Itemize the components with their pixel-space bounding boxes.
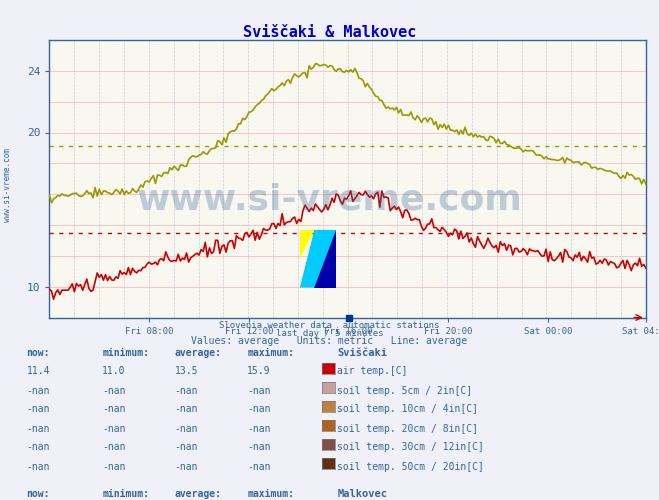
Text: -nan: -nan: [175, 462, 198, 471]
Text: -nan: -nan: [26, 424, 50, 434]
Text: Sviščaki & Malkovec: Sviščaki & Malkovec: [243, 25, 416, 40]
Text: last day / 5 minutes: last day / 5 minutes: [275, 328, 384, 338]
Text: maximum:: maximum:: [247, 348, 294, 358]
Text: -nan: -nan: [26, 462, 50, 471]
Text: -nan: -nan: [26, 404, 50, 414]
Text: soil temp. 10cm / 4in[C]: soil temp. 10cm / 4in[C]: [337, 404, 478, 414]
Text: -nan: -nan: [247, 442, 271, 452]
Text: -nan: -nan: [102, 424, 126, 434]
Text: soil temp. 20cm / 8in[C]: soil temp. 20cm / 8in[C]: [337, 424, 478, 434]
Text: -nan: -nan: [102, 462, 126, 471]
Text: -nan: -nan: [26, 386, 50, 396]
Text: -nan: -nan: [175, 404, 198, 414]
Text: soil temp. 30cm / 12in[C]: soil temp. 30cm / 12in[C]: [337, 442, 484, 452]
Text: -nan: -nan: [247, 386, 271, 396]
Text: www.si-vreme.com: www.si-vreme.com: [3, 148, 13, 222]
Text: -nan: -nan: [175, 424, 198, 434]
Text: soil temp. 5cm / 2in[C]: soil temp. 5cm / 2in[C]: [337, 386, 473, 396]
Text: minimum:: minimum:: [102, 348, 149, 358]
Text: Malkovec: Malkovec: [337, 489, 387, 499]
Text: -nan: -nan: [26, 442, 50, 452]
Text: -nan: -nan: [247, 424, 271, 434]
Text: -nan: -nan: [247, 404, 271, 414]
Text: -nan: -nan: [102, 442, 126, 452]
Polygon shape: [300, 230, 336, 287]
Text: 13.5: 13.5: [175, 366, 198, 376]
Text: 15.9: 15.9: [247, 366, 271, 376]
Text: now:: now:: [26, 348, 50, 358]
Text: Slovenia weather data  automatic stations: Slovenia weather data automatic stations: [219, 321, 440, 330]
Text: minimum:: minimum:: [102, 489, 149, 499]
Text: 11.4: 11.4: [26, 366, 50, 376]
Text: average:: average:: [175, 489, 221, 499]
Text: now:: now:: [26, 489, 50, 499]
Text: Sviščaki: Sviščaki: [337, 348, 387, 358]
Text: -nan: -nan: [102, 386, 126, 396]
Polygon shape: [300, 230, 314, 259]
Polygon shape: [314, 230, 336, 287]
Text: soil temp. 50cm / 20in[C]: soil temp. 50cm / 20in[C]: [337, 462, 484, 471]
Text: -nan: -nan: [175, 386, 198, 396]
Text: -nan: -nan: [175, 442, 198, 452]
Text: maximum:: maximum:: [247, 489, 294, 499]
Text: -nan: -nan: [102, 404, 126, 414]
Text: average:: average:: [175, 348, 221, 358]
Text: 11.0: 11.0: [102, 366, 126, 376]
Text: www.si-vreme.com: www.si-vreme.com: [136, 183, 523, 217]
Text: air temp.[C]: air temp.[C]: [337, 366, 408, 376]
Text: Values: average   Units: metric   Line: average: Values: average Units: metric Line: aver…: [191, 336, 468, 346]
Text: -nan: -nan: [247, 462, 271, 471]
